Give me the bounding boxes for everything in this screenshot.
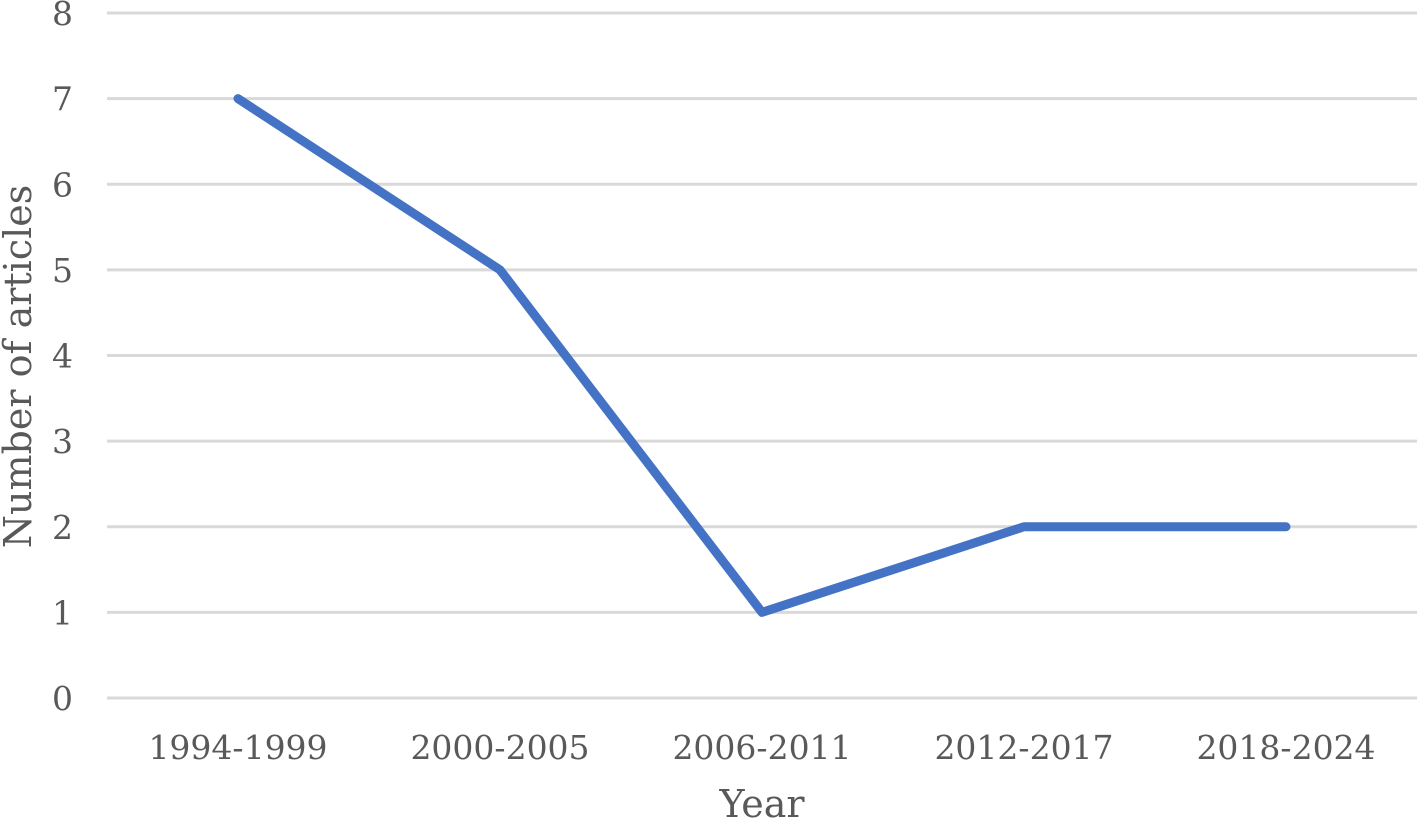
- y-tick-label: 5: [52, 251, 73, 290]
- y-tick-label: 1: [52, 593, 73, 632]
- y-tick-label: 3: [52, 422, 73, 461]
- x-tick-label: 1994-1999: [148, 728, 327, 767]
- y-tick-label: 4: [52, 337, 73, 376]
- y-tick-label: 0: [52, 679, 73, 718]
- x-tick-label: 2000-2005: [410, 728, 589, 767]
- series-layer: [233, 94, 1291, 617]
- y-tick-label: 6: [52, 165, 73, 204]
- x-axis-title: Year: [718, 782, 805, 821]
- y-axis-title: Number of articles: [0, 185, 40, 549]
- y-tick-label: 8: [52, 0, 73, 33]
- y-tick-label: 7: [52, 80, 73, 119]
- x-axis-ticks: 1994-1999 2000-2005 2006-2011 2012-2017 2018…: [148, 728, 1375, 767]
- gridlines: [107, 11, 1417, 700]
- x-tick-label: 2012-2017: [934, 728, 1113, 767]
- y-axis-ticks: 0 1 2 3 4 5 6 7 8: [52, 0, 73, 718]
- y-tick-label: 2: [52, 508, 73, 547]
- x-tick-label: 2006-2011: [672, 728, 851, 767]
- x-tick-label: 2018-2024: [1196, 728, 1375, 767]
